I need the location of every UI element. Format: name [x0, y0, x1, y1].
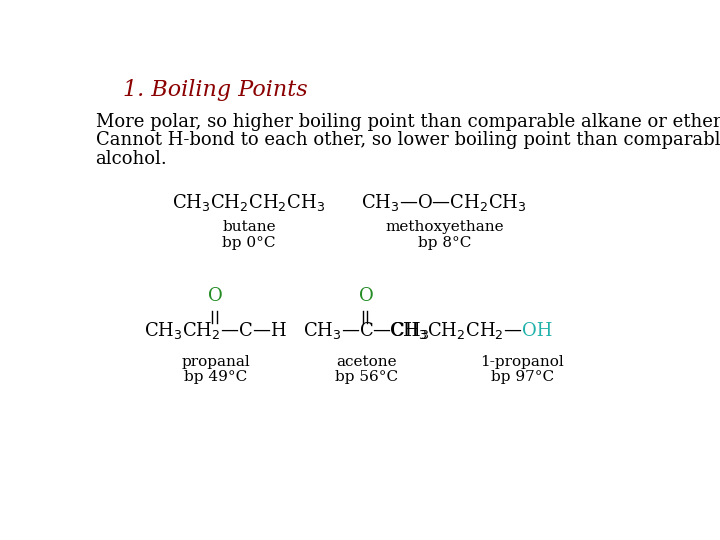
- Text: More polar, so higher boiling point than comparable alkane or ether.: More polar, so higher boiling point than…: [96, 113, 720, 131]
- Text: bp 8°C: bp 8°C: [418, 236, 471, 250]
- Text: acetone: acetone: [336, 355, 397, 369]
- Text: CH$_3$CH$_2$CH$_2$CH$_3$: CH$_3$CH$_2$CH$_2$CH$_3$: [173, 192, 325, 213]
- Text: 1. Boiling Points: 1. Boiling Points: [124, 79, 308, 102]
- Text: CH$_3$CH$_2$CH$_2$—: CH$_3$CH$_2$CH$_2$—: [389, 320, 523, 341]
- Text: propanal: propanal: [181, 355, 250, 369]
- Text: CH$_3$—C—CH$_3$: CH$_3$—C—CH$_3$: [303, 320, 429, 341]
- Text: 1-propanol: 1-propanol: [480, 355, 564, 369]
- Text: OH: OH: [523, 322, 553, 340]
- Text: alcohol.: alcohol.: [96, 150, 167, 168]
- Text: CH$_3$CH$_2$—C—H: CH$_3$CH$_2$—C—H: [144, 320, 287, 341]
- Text: O: O: [359, 287, 374, 305]
- Text: bp 56°C: bp 56°C: [335, 370, 397, 384]
- Text: methoxyethane: methoxyethane: [385, 220, 504, 234]
- Text: butane: butane: [222, 220, 276, 234]
- Text: Cannot H-bond to each other, so lower boiling point than comparable: Cannot H-bond to each other, so lower bo…: [96, 131, 720, 150]
- Text: bp 49°C: bp 49°C: [184, 370, 247, 384]
- Text: bp 0°C: bp 0°C: [222, 236, 276, 250]
- Text: CH$_3$—O—CH$_2$CH$_3$: CH$_3$—O—CH$_2$CH$_3$: [361, 192, 527, 213]
- Text: bp 97°C: bp 97°C: [491, 370, 554, 384]
- Text: O: O: [208, 287, 223, 305]
